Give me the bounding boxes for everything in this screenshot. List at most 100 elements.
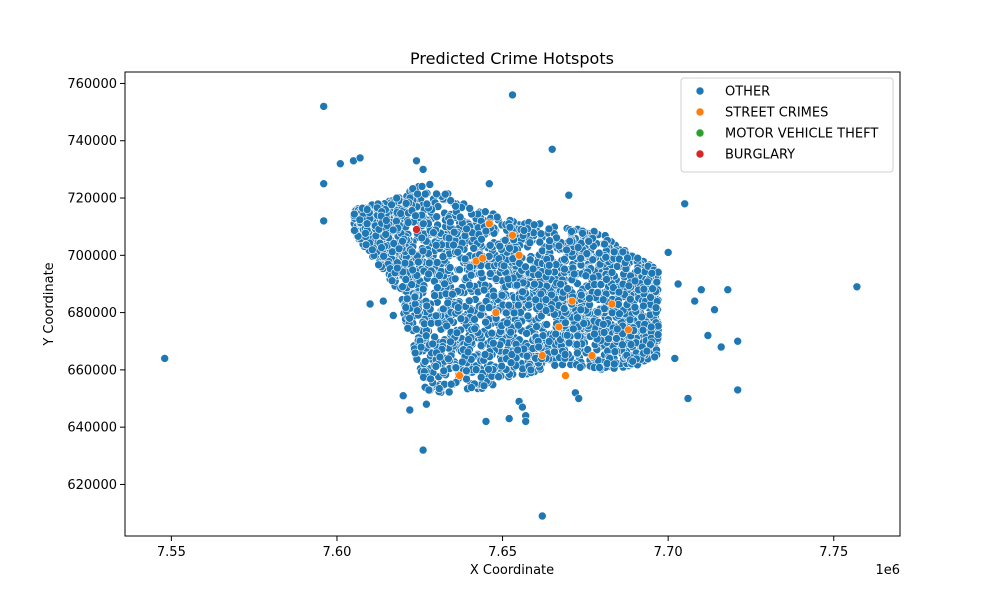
cluster-point	[601, 252, 611, 262]
cluster-point	[562, 330, 572, 340]
cluster-point	[639, 301, 648, 311]
cluster-point	[550, 360, 560, 370]
cluster-point	[573, 331, 583, 341]
cluster-point	[434, 384, 444, 393]
data-point	[683, 394, 693, 403]
x-tick-label: 7.75	[819, 545, 848, 560]
cluster-point	[407, 247, 417, 257]
data-point	[478, 253, 488, 263]
cluster-point	[440, 189, 450, 199]
cluster-point	[444, 387, 454, 397]
cluster-point	[545, 236, 554, 245]
cluster-point	[568, 324, 578, 334]
cluster-point	[467, 383, 476, 392]
cluster-point	[442, 321, 452, 331]
cluster-point	[646, 293, 655, 302]
data-point	[537, 511, 547, 521]
cluster-point	[413, 189, 422, 199]
data-point	[484, 179, 494, 188]
cluster-point	[625, 315, 635, 325]
cluster-point	[534, 342, 544, 352]
data-point	[484, 219, 494, 229]
cluster-point	[446, 379, 456, 389]
cluster-point	[497, 290, 507, 300]
legend-entry-label: STREET CRIMES	[725, 106, 828, 121]
x-tick-label: 7.60	[322, 545, 351, 560]
series-street-crimes	[455, 219, 633, 380]
cluster-point	[652, 277, 662, 287]
cluster-point	[465, 262, 475, 272]
cluster-point	[542, 320, 552, 329]
cluster-point	[484, 364, 493, 374]
cluster-point	[563, 284, 572, 293]
data-point	[319, 102, 329, 111]
cluster-point	[449, 227, 459, 237]
cluster-point	[534, 270, 543, 280]
cluster-point	[465, 204, 475, 213]
cluster-point	[455, 212, 465, 222]
cluster-point	[519, 226, 529, 235]
cluster-point	[653, 321, 663, 331]
data-point	[670, 354, 680, 363]
data-point	[696, 285, 706, 295]
cluster-point	[392, 263, 402, 273]
cluster-point	[429, 228, 438, 237]
cluster-point	[424, 258, 434, 268]
y-tick-label: 740000	[67, 134, 117, 149]
cluster-point	[418, 284, 428, 294]
cluster-point	[600, 239, 609, 249]
cluster-point	[576, 290, 586, 300]
x-axis-offset-label: 1e6	[875, 563, 900, 578]
cluster-point	[464, 335, 473, 344]
cluster-point	[612, 334, 621, 343]
cluster-point	[569, 269, 579, 279]
cluster-point	[531, 295, 541, 305]
data-point	[365, 299, 375, 309]
cluster-point	[522, 329, 531, 338]
cluster-point	[421, 331, 431, 341]
cluster-point	[398, 236, 407, 246]
cluster-point	[650, 352, 660, 362]
cluster-point	[536, 311, 546, 321]
cluster-point	[561, 318, 570, 328]
legend-entry-label: BURGLARY	[725, 148, 795, 163]
cluster-point	[428, 339, 438, 349]
cluster-point	[387, 200, 396, 210]
cluster-point	[362, 205, 372, 214]
cluster-point	[401, 275, 411, 284]
cluster-point	[554, 241, 564, 251]
legend-marker	[695, 86, 705, 96]
cluster-point	[408, 184, 418, 193]
cluster-point	[484, 303, 494, 312]
cluster-point	[560, 264, 569, 274]
legend: OTHER STREET CRIMES MOTOR VEHICLE THEFT BUR…	[680, 77, 894, 173]
cluster-point	[492, 212, 502, 222]
data-point	[564, 190, 574, 200]
cluster-point	[536, 229, 546, 238]
cluster-point	[599, 328, 609, 337]
data-point	[319, 216, 329, 226]
data-point	[418, 165, 428, 174]
cluster-point	[398, 282, 407, 292]
cluster-point	[449, 240, 458, 250]
cluster-point	[452, 328, 462, 338]
cluster-point	[525, 238, 535, 247]
data-point	[481, 417, 491, 426]
cluster-point	[435, 271, 444, 280]
cluster-point	[573, 313, 582, 323]
cluster-point	[550, 347, 559, 357]
cluster-point	[588, 255, 598, 265]
cluster-point	[523, 311, 533, 321]
y-axis-label: Y Coordinate	[42, 262, 57, 346]
cluster-point	[445, 217, 455, 227]
cluster-point	[463, 347, 473, 357]
cluster-point	[582, 249, 592, 258]
cluster-point	[535, 237, 545, 247]
legend-box	[680, 77, 894, 173]
cluster-point	[479, 381, 489, 391]
cluster-point	[578, 229, 587, 238]
cluster-point	[476, 372, 486, 382]
cluster-point	[445, 263, 455, 272]
data-point	[504, 414, 514, 423]
cluster-point	[414, 257, 423, 267]
